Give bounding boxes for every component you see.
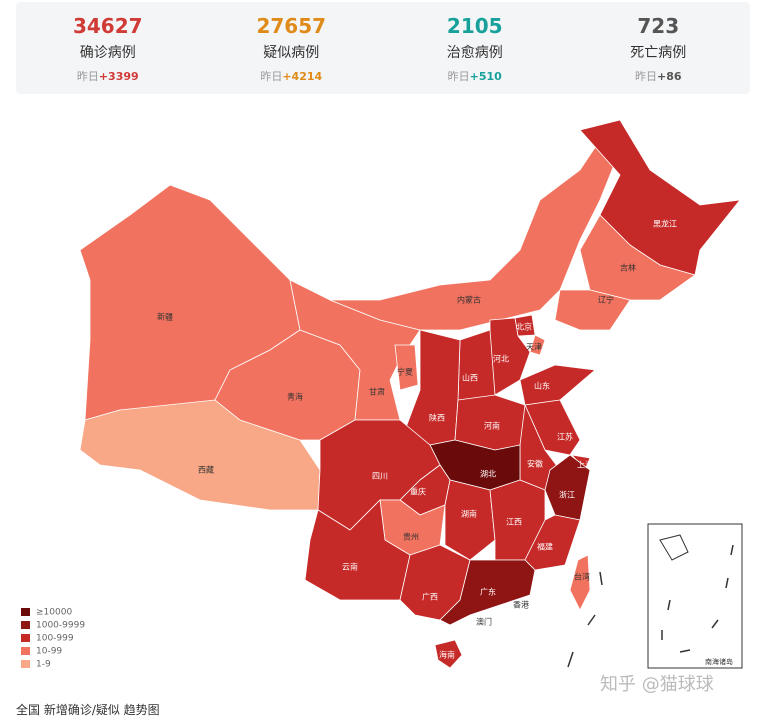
province-label: 甘肃 xyxy=(369,387,385,397)
yesterday-delta: +510 xyxy=(469,70,502,83)
legend-swatch xyxy=(21,621,30,629)
province-label: 山西 xyxy=(462,373,478,383)
province-label: 浙江 xyxy=(559,490,575,500)
legend-swatch xyxy=(21,647,30,655)
stat-value: 27657 xyxy=(256,14,327,38)
province-label: 西藏 xyxy=(198,465,214,475)
province-label: 贵州 xyxy=(403,532,419,542)
province-label: 台湾 xyxy=(574,572,590,582)
province-label: 河南 xyxy=(484,421,500,431)
stat: 723 死亡病例昨日+86 xyxy=(567,2,751,94)
province-label: 香港 xyxy=(513,600,529,610)
province-label: 四川 xyxy=(372,472,388,481)
province xyxy=(439,559,536,626)
stat-yesterday: 昨日+4214 xyxy=(200,68,384,84)
stat-value: 34627 xyxy=(72,14,143,38)
province-label: 辽宁 xyxy=(598,295,614,305)
province-label: 陕西 xyxy=(429,413,445,423)
province xyxy=(434,639,463,669)
province-label: 吉林 xyxy=(620,263,636,273)
stat-yesterday: 昨日+86 xyxy=(567,68,751,84)
province xyxy=(579,214,696,301)
stat-label: 死亡病例 xyxy=(630,45,687,61)
stats-panel: 34627 确诊病例 昨日+3399 27657 疑似病例 昨日+4214 2105 治愈病例… xyxy=(16,2,750,94)
province-label: 山东 xyxy=(534,381,550,391)
province xyxy=(529,334,546,356)
stat-yesterday: 昨日+510 xyxy=(383,68,567,84)
province-label: 重庆 xyxy=(410,487,426,497)
province-label: 海南 xyxy=(439,650,455,660)
province xyxy=(569,554,591,611)
province-label: 澳门 xyxy=(476,617,492,627)
province xyxy=(329,139,621,331)
legend-label: 1-9 xyxy=(36,660,51,670)
stat-label: 疑似病例 xyxy=(263,45,320,61)
province-label: 宁夏 xyxy=(397,367,413,377)
yesterday-label: 昨日 xyxy=(447,70,470,83)
province xyxy=(444,479,496,561)
legend-swatch xyxy=(21,608,30,616)
legend-label: 1000-9999 xyxy=(36,621,85,631)
stat: 27657 疑似病例昨日+4214 xyxy=(200,2,384,94)
province xyxy=(579,119,741,276)
stat: 34627 确诊病例昨日+3399 xyxy=(16,2,200,94)
stat-label: 治愈病例 xyxy=(446,45,503,61)
yesterday-label: 昨日 xyxy=(76,70,99,83)
yesterday-delta: +4214 xyxy=(282,70,323,83)
yesterday-delta: +3399 xyxy=(98,70,139,83)
province-label: 安徽 xyxy=(527,459,543,469)
province-label: 青海 xyxy=(287,392,303,402)
province-label: 湖南 xyxy=(461,509,477,519)
province-label: 江西 xyxy=(506,518,522,527)
province-label: 湖北 xyxy=(480,470,496,479)
yesterday-label: 昨日 xyxy=(260,70,283,83)
stat-yesterday: 昨日+3399 xyxy=(16,68,200,84)
province-label: 内蒙古 xyxy=(457,295,481,305)
stat: 2105 治愈病例昨日+510 xyxy=(383,2,567,94)
province-label: 河北 xyxy=(493,354,509,364)
yesterday-delta: +86 xyxy=(656,70,682,83)
province-label: 福建 xyxy=(537,542,553,552)
province-label: 新疆 xyxy=(157,312,173,322)
inset-frame xyxy=(647,523,743,669)
watermark: 知乎 @猫球球 xyxy=(600,674,714,695)
stat-label: 确诊病例 xyxy=(79,45,136,61)
province xyxy=(554,289,631,331)
province-label: 黑龙江 xyxy=(653,219,677,229)
legend-swatch xyxy=(21,660,30,668)
province-label: 广西 xyxy=(422,592,438,602)
legend-label: ≥10000 xyxy=(36,608,72,618)
province xyxy=(519,364,596,406)
province-label: 北京 xyxy=(516,322,532,332)
province xyxy=(394,344,419,391)
stat-value: 2105 xyxy=(446,14,503,38)
inset-dashes xyxy=(567,544,734,668)
province-label: 广东 xyxy=(480,587,496,597)
stat-value: 723 xyxy=(637,14,680,38)
inset-label: 南海诸岛 xyxy=(705,657,733,666)
legend-label: 10-99 xyxy=(36,647,62,657)
legend-swatch xyxy=(21,634,30,642)
inset-shape xyxy=(659,534,689,561)
province-label: 云南 xyxy=(342,562,358,572)
province-label: 上海 xyxy=(577,460,593,470)
footer: 全国 新增确诊/疑似 趋势图 xyxy=(16,703,160,717)
legend-label: 100-999 xyxy=(36,634,74,644)
province-label: 江苏 xyxy=(557,432,573,442)
yesterday-label: 昨日 xyxy=(634,70,657,83)
province-label: 天津 xyxy=(526,342,542,352)
